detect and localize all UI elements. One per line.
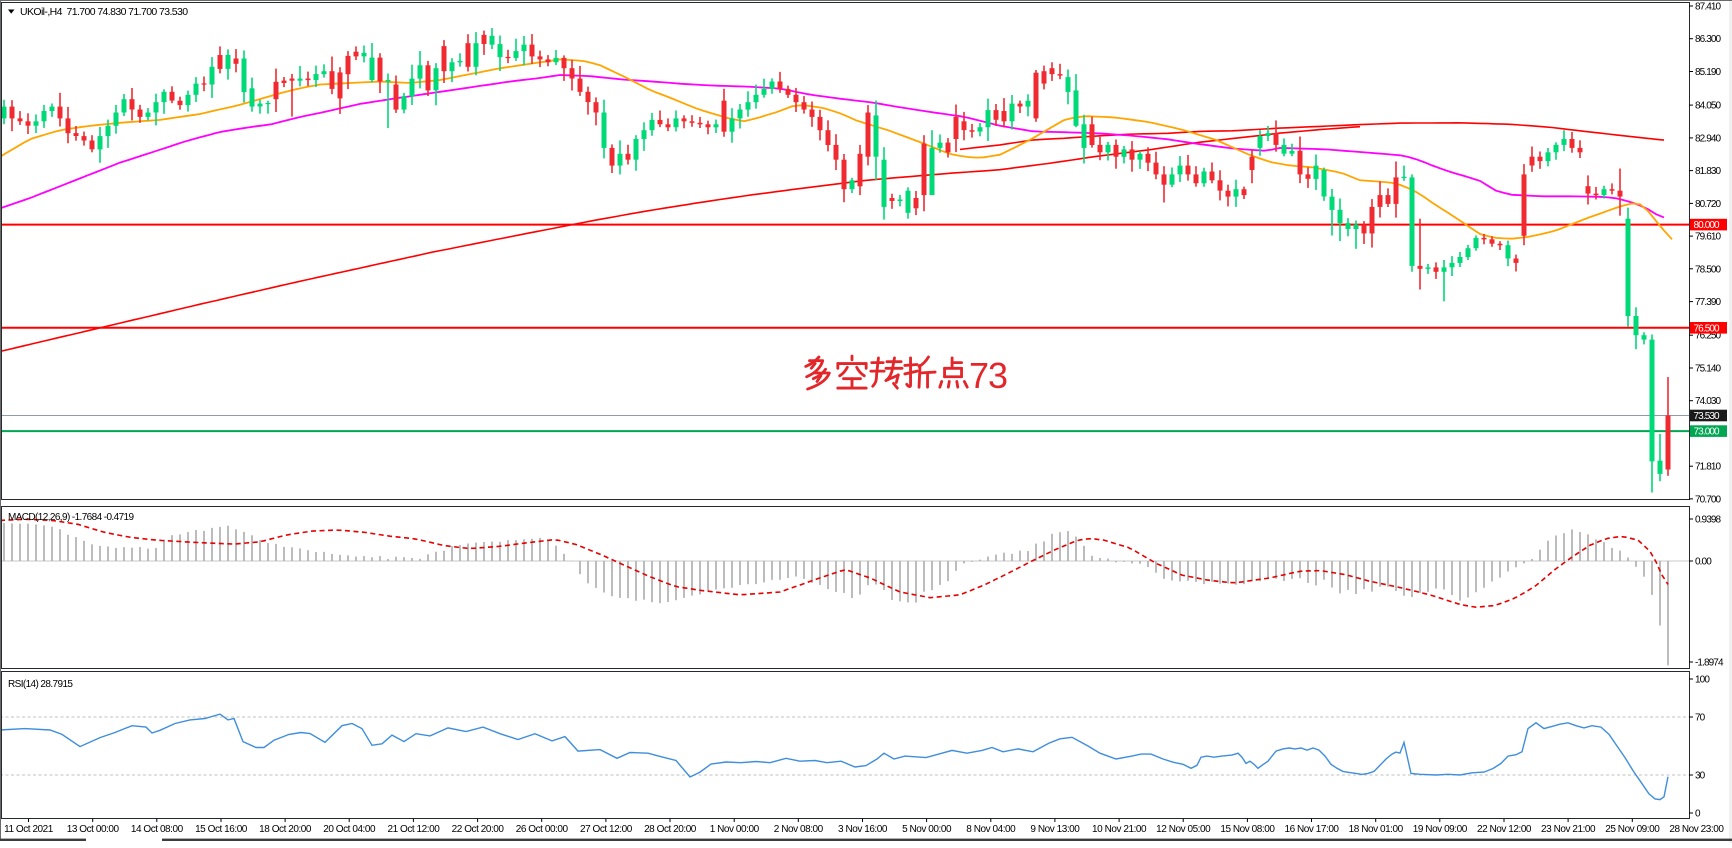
svg-text:23 Nov 21:00: 23 Nov 21:00: [1541, 824, 1596, 835]
svg-text:75.140: 75.140: [1695, 364, 1722, 375]
svg-text:22 Oct 20:00: 22 Oct 20:00: [452, 824, 505, 835]
svg-text:0.9398: 0.9398: [1695, 515, 1722, 526]
svg-text:70.700: 70.700: [1695, 494, 1722, 505]
svg-text:20 Oct 04:00: 20 Oct 04:00: [323, 824, 376, 835]
svg-text:82.940: 82.940: [1695, 133, 1722, 144]
svg-text:77.390: 77.390: [1695, 297, 1722, 308]
svg-text:0: 0: [1695, 809, 1701, 820]
svg-text:80.720: 80.720: [1695, 199, 1722, 210]
svg-text:5 Nov 00:00: 5 Nov 00:00: [902, 824, 952, 835]
svg-text:UKOil-,H4 71.700 74.830 71.70: UKOil-,H4 71.700 74.830 71.700 73.530: [20, 6, 188, 18]
svg-text:73.530: 73.530: [1694, 411, 1721, 422]
svg-text:0.00: 0.00: [1695, 557, 1712, 568]
svg-text:78.500: 78.500: [1695, 264, 1722, 275]
svg-text:18 Nov 01:00: 18 Nov 01:00: [1349, 824, 1404, 835]
svg-text:10 Nov 21:00: 10 Nov 21:00: [1092, 824, 1147, 835]
svg-text:28 Nov 23:00: 28 Nov 23:00: [1669, 824, 1724, 835]
svg-text:15 Oct 16:00: 15 Oct 16:00: [195, 824, 248, 835]
svg-text:74.030: 74.030: [1695, 396, 1722, 407]
svg-text:81.830: 81.830: [1695, 166, 1722, 177]
svg-text:25 Nov 09:00: 25 Nov 09:00: [1605, 824, 1660, 835]
svg-text:27 Oct 12:00: 27 Oct 12:00: [580, 824, 633, 835]
svg-text:80.000: 80.000: [1694, 220, 1721, 231]
svg-text:9 Nov 13:00: 9 Nov 13:00: [1030, 824, 1080, 835]
svg-text:79.610: 79.610: [1695, 232, 1722, 243]
svg-text:28 Oct 20:00: 28 Oct 20:00: [644, 824, 697, 835]
svg-text:-1.8974: -1.8974: [1695, 658, 1724, 669]
svg-text:87.410: 87.410: [1695, 2, 1722, 13]
svg-text:85.190: 85.190: [1695, 67, 1722, 78]
svg-text:1 Nov 00:00: 1 Nov 00:00: [710, 824, 760, 835]
svg-text:73: 73: [969, 355, 1007, 396]
svg-text:26 Oct 00:00: 26 Oct 00:00: [516, 824, 569, 835]
svg-text:19 Nov 09:00: 19 Nov 09:00: [1413, 824, 1468, 835]
svg-text:18 Oct 20:00: 18 Oct 20:00: [259, 824, 312, 835]
svg-text:16 Nov 17:00: 16 Nov 17:00: [1284, 824, 1339, 835]
svg-text:100: 100: [1695, 675, 1710, 686]
svg-text:12 Nov 05:00: 12 Nov 05:00: [1156, 824, 1211, 835]
svg-text:86.300: 86.300: [1695, 34, 1722, 45]
svg-text:8 Nov 04:00: 8 Nov 04:00: [966, 824, 1016, 835]
svg-text:76.500: 76.500: [1694, 323, 1721, 334]
svg-text:14 Oct 08:00: 14 Oct 08:00: [131, 824, 184, 835]
svg-text:73.000: 73.000: [1694, 427, 1721, 438]
svg-text:RSI(14) 28.7915: RSI(14) 28.7915: [8, 679, 73, 690]
svg-text:70: 70: [1695, 713, 1706, 724]
svg-text:21 Oct 12:00: 21 Oct 12:00: [387, 824, 440, 835]
svg-text:71.810: 71.810: [1695, 462, 1722, 473]
svg-text:2 Nov 08:00: 2 Nov 08:00: [774, 824, 824, 835]
svg-text:22 Nov 12:00: 22 Nov 12:00: [1477, 824, 1532, 835]
svg-text:MACD(12,26,9) -1.7684 -0.4719: MACD(12,26,9) -1.7684 -0.4719: [8, 512, 134, 523]
svg-text:13 Oct 00:00: 13 Oct 00:00: [67, 824, 120, 835]
svg-text:11 Oct 2021: 11 Oct 2021: [4, 824, 54, 835]
svg-text:84.050: 84.050: [1695, 101, 1722, 112]
svg-text:30: 30: [1695, 771, 1706, 782]
svg-text:76.250: 76.250: [1695, 331, 1722, 342]
svg-text:15 Nov 08:00: 15 Nov 08:00: [1220, 824, 1275, 835]
svg-text:3 Nov 16:00: 3 Nov 16:00: [838, 824, 888, 835]
